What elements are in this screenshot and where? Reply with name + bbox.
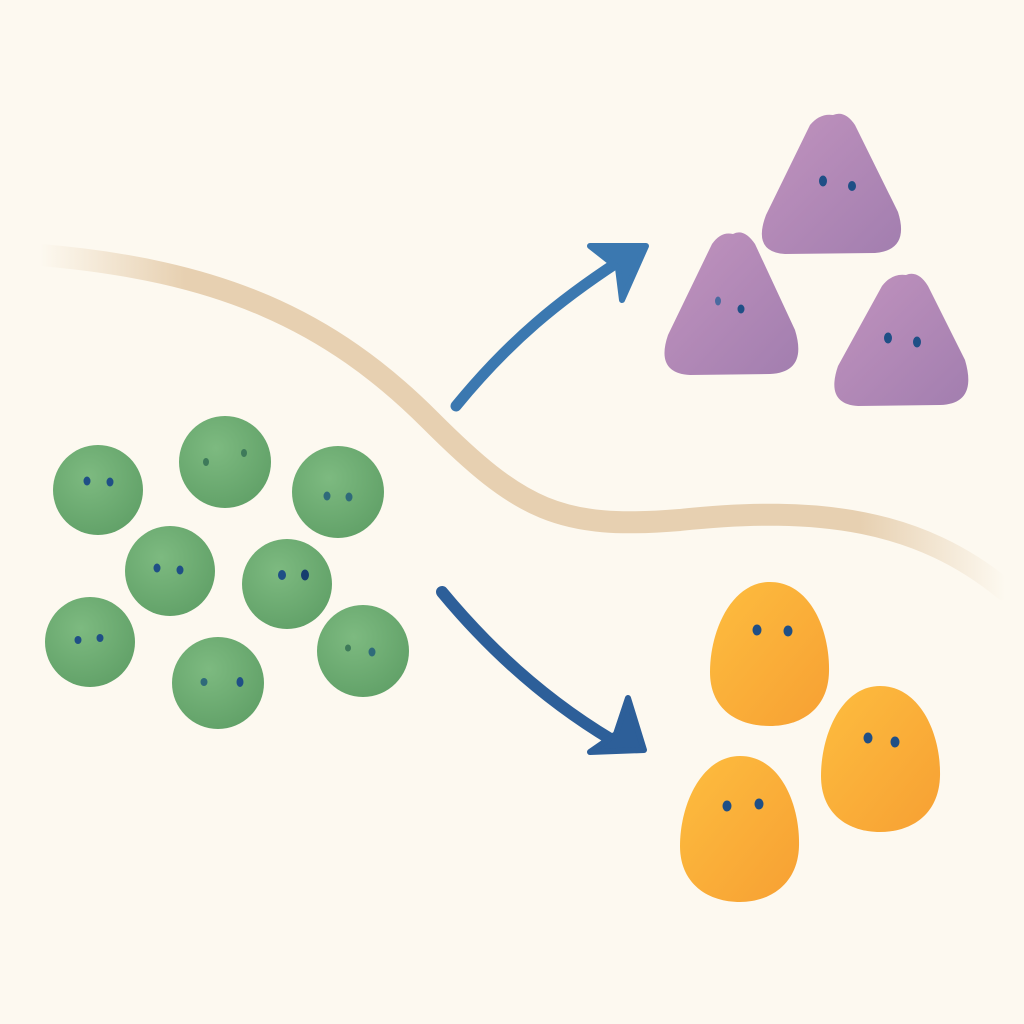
eye	[819, 175, 827, 187]
eye	[83, 476, 91, 486]
purple-blob	[761, 113, 902, 254]
eye	[715, 296, 721, 306]
green-blob	[317, 605, 409, 697]
eye	[236, 677, 244, 687]
eye	[74, 636, 82, 644]
green-blob	[242, 539, 332, 629]
green-blob	[125, 526, 215, 616]
source-group	[45, 416, 409, 729]
green-blob	[172, 637, 264, 729]
eye	[106, 477, 114, 487]
eye	[754, 798, 764, 810]
lower-group	[680, 582, 941, 902]
green-blob	[179, 416, 271, 508]
eye	[176, 565, 184, 575]
eye	[200, 678, 208, 686]
eye	[345, 492, 353, 502]
arrow-to-lower-group	[436, 586, 647, 755]
eye	[345, 644, 351, 652]
purple-blob	[834, 273, 969, 406]
eye	[752, 624, 762, 636]
eye	[301, 569, 309, 581]
eye	[722, 800, 732, 812]
eye	[368, 647, 376, 657]
eye	[96, 634, 104, 642]
purple-blob	[664, 232, 799, 375]
eye	[203, 458, 209, 466]
eye	[153, 563, 161, 573]
eye	[783, 625, 793, 637]
upper-group	[664, 113, 969, 406]
arrow-to-upper-group	[450, 243, 649, 412]
eye	[890, 736, 900, 748]
eye	[278, 570, 286, 580]
orange-blob	[710, 582, 830, 726]
eye	[323, 491, 331, 501]
orange-blob	[821, 686, 941, 832]
eye	[884, 332, 892, 344]
eye	[913, 336, 921, 348]
eye	[863, 732, 873, 744]
eye	[241, 449, 247, 457]
green-blob	[53, 445, 143, 535]
eye	[737, 304, 745, 314]
green-blob	[292, 446, 384, 538]
orange-blob	[680, 756, 800, 902]
green-blob	[45, 597, 135, 687]
divider-line	[29, 244, 1016, 601]
eye	[848, 181, 856, 191]
